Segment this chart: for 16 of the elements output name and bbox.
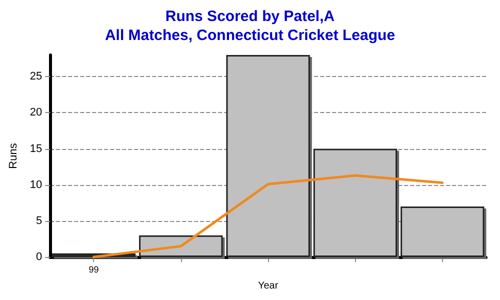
bar xyxy=(313,148,398,257)
x-tick-label: 99 xyxy=(88,264,99,274)
chart-subtitle: All Matches, Connecticut Cricket League xyxy=(104,27,396,44)
line-series xyxy=(92,174,444,258)
x-axis-title: Year xyxy=(258,280,279,292)
y-axis-title: Runs xyxy=(8,142,20,169)
chart-title: Runs Scored by Patel,A xyxy=(165,8,335,25)
bar xyxy=(226,55,310,257)
y-tick-label: 0 xyxy=(36,251,42,263)
y-tick-label: 5 xyxy=(36,214,42,227)
y-tick-label: 15 xyxy=(30,142,42,155)
y-tick-label: 25 xyxy=(30,70,42,83)
y-tick-label: 10 xyxy=(30,178,42,191)
bar xyxy=(400,206,484,257)
y-tick-label: 20 xyxy=(30,106,42,119)
bar xyxy=(139,235,223,257)
